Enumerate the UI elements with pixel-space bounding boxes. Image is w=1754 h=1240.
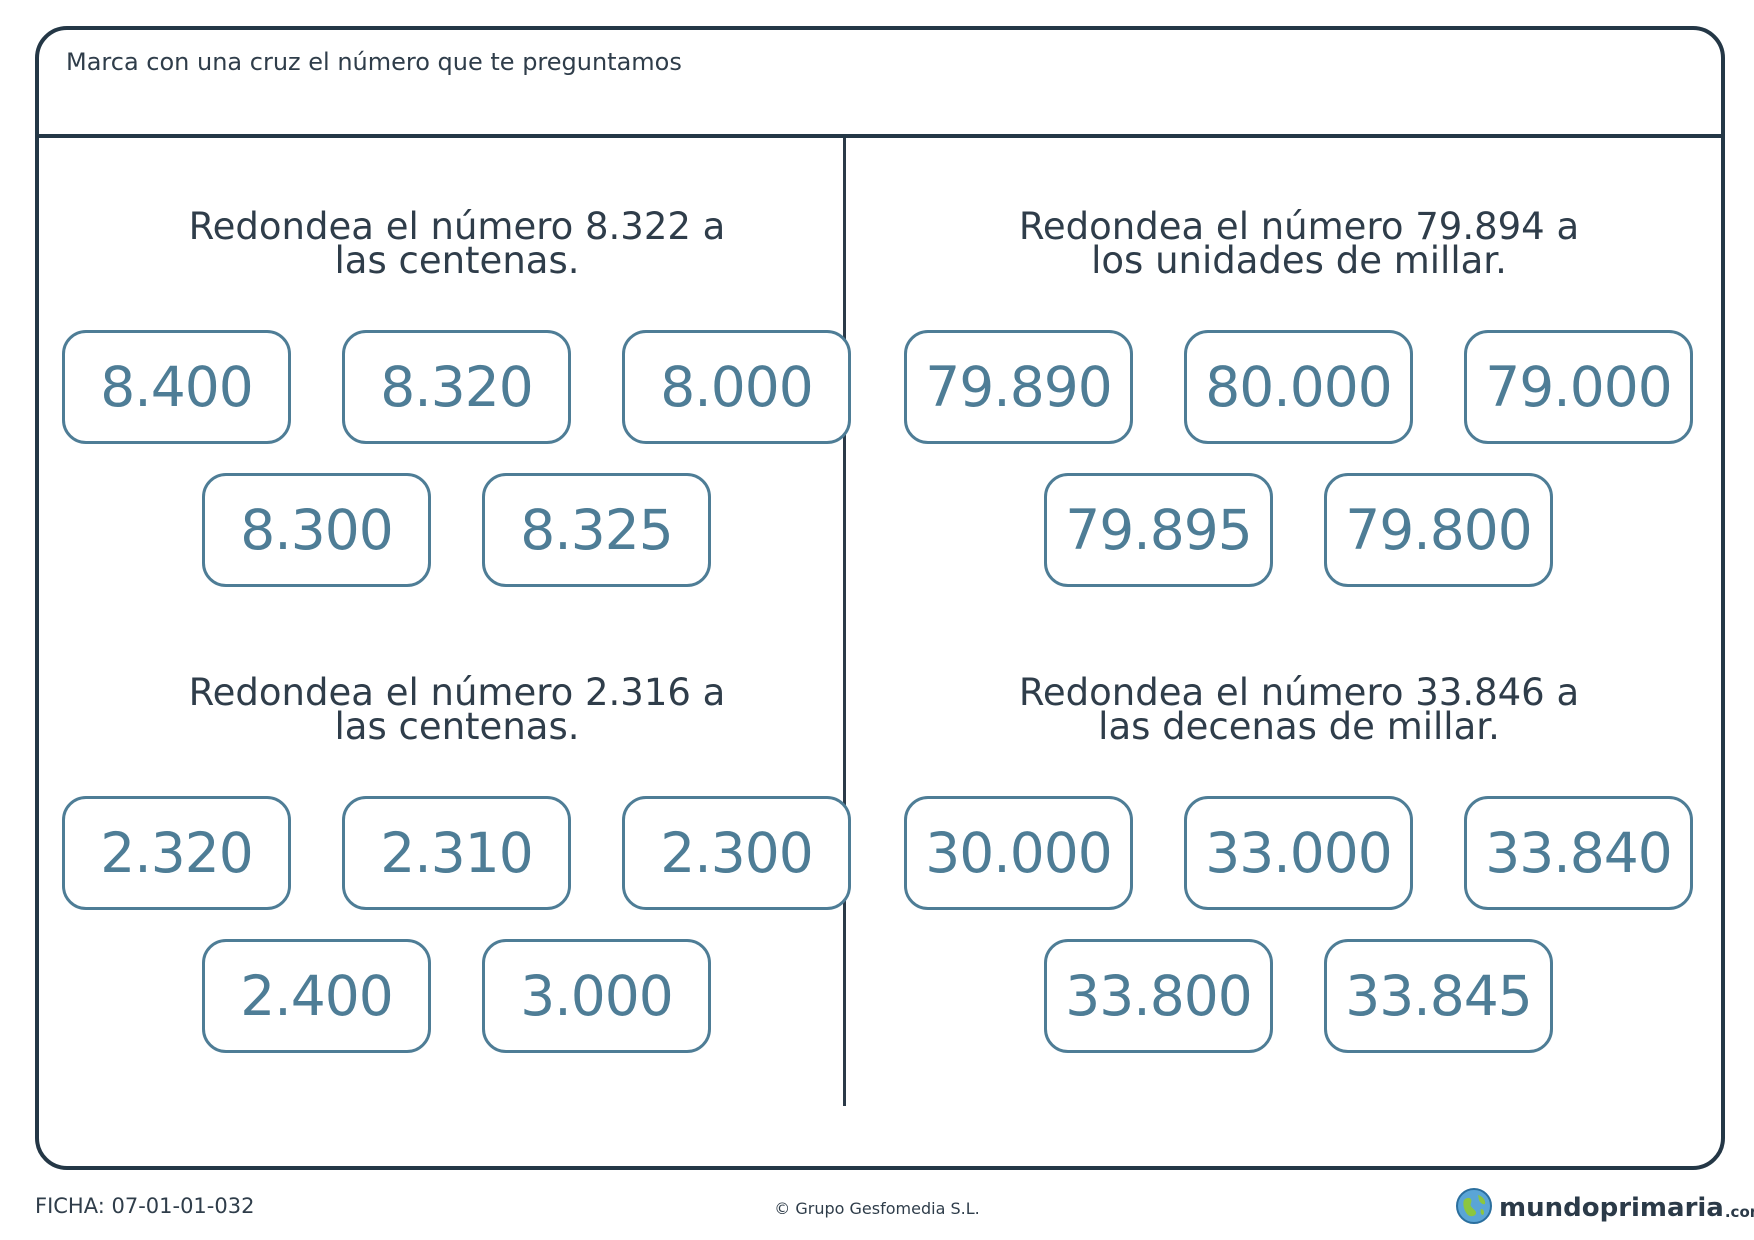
option-box[interactable]: 8.325 [482,473,711,587]
option-box[interactable]: 33.840 [1464,796,1693,910]
copyright-text: © Grupo Gesfomedia S.L. [774,1199,980,1218]
option-box[interactable]: 2.300 [622,796,851,910]
question-line-2: las decenas de millar. [1098,705,1500,748]
option-box[interactable]: 33.800 [1044,939,1273,1053]
option-box[interactable]: 79.895 [1044,473,1273,587]
option-box[interactable]: 8.300 [202,473,431,587]
ficha-code: FICHA: 07-01-01-032 [35,1194,255,1218]
question-text: Redondea el número 8.322 a las centenas. [35,205,879,282]
option-box[interactable]: 79.890 [904,330,1133,444]
question-text: Redondea el número 79.894 a los unidades… [877,205,1721,282]
globe-icon [1455,1187,1493,1229]
question-line-2: los unidades de millar. [1091,239,1507,282]
exercise-1: Redondea el número 8.322 a las centenas.… [35,170,879,630]
mundoprimaria-logo[interactable]: mundoprimaria .com [1455,1188,1754,1228]
question-line-1: Redondea el número 79.894 a [1018,205,1580,248]
question-line-2: las centenas. [334,239,580,282]
option-box[interactable]: 8.400 [62,330,291,444]
question-line-1: Redondea el número 33.846 a [1018,671,1580,714]
exercise-3: Redondea el número 2.316 a las centenas.… [35,636,879,1096]
option-box[interactable]: 8.320 [342,330,571,444]
option-box[interactable]: 3.000 [482,939,711,1053]
exercise-2: Redondea el número 79.894 a los unidades… [877,170,1721,630]
question-line-2: las centenas. [334,705,580,748]
question-text: Redondea el número 33.846 a las decenas … [877,671,1721,748]
question-line-1: Redondea el número 2.316 a [188,671,726,714]
option-box[interactable]: 33.845 [1324,939,1553,1053]
instruction-text: Marca con una cruz el número que te preg… [66,48,682,76]
logo-text: mundoprimaria [1499,1193,1724,1223]
question-text: Redondea el número 2.316 a las centenas. [35,671,879,748]
option-box[interactable]: 33.000 [1184,796,1413,910]
option-box[interactable]: 2.400 [202,939,431,1053]
logo-suffix: .com [1724,1203,1754,1221]
option-box[interactable]: 79.800 [1324,473,1553,587]
option-box[interactable]: 2.320 [62,796,291,910]
header-divider [39,134,1721,138]
option-box[interactable]: 8.000 [622,330,851,444]
exercise-4: Redondea el número 33.846 a las decenas … [877,636,1721,1096]
center-divider [843,138,846,1106]
option-box[interactable]: 2.310 [342,796,571,910]
worksheet-frame: Marca con una cruz el número que te preg… [35,26,1725,1170]
option-box[interactable]: 79.000 [1464,330,1693,444]
question-line-1: Redondea el número 8.322 a [188,205,726,248]
option-box[interactable]: 30.000 [904,796,1133,910]
option-box[interactable]: 80.000 [1184,330,1413,444]
